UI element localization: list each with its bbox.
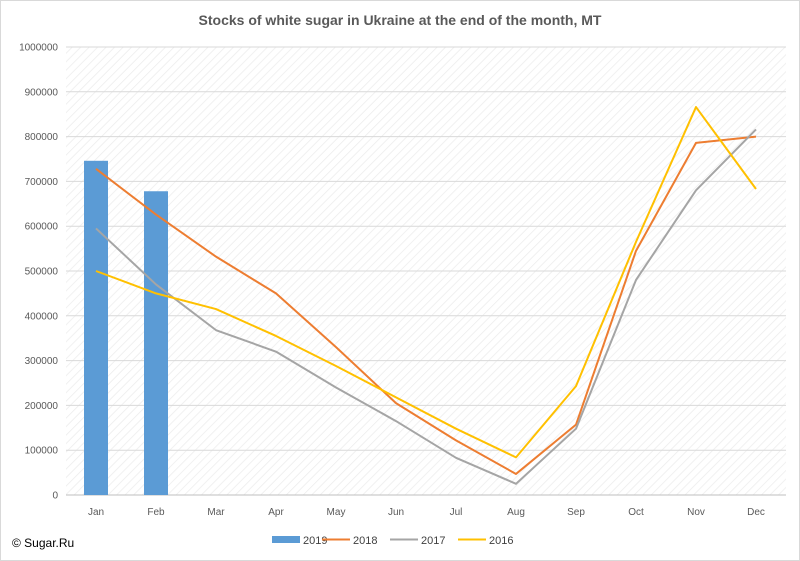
source-credit: © Sugar.Ru: [12, 536, 75, 550]
line-2018: [95, 135, 757, 475]
x-tick-label: Nov: [687, 507, 705, 518]
x-tick-label: Jul: [450, 507, 463, 518]
y-tick-label: 600000: [25, 222, 59, 233]
y-tick-label: 1000000: [19, 43, 58, 54]
legend-swatch-2019: [272, 536, 300, 543]
y-tick-label: 200000: [25, 401, 59, 412]
legend-label-2017: 2017: [421, 535, 445, 547]
legend-label-2018: 2018: [353, 535, 377, 547]
x-tick-label: Oct: [628, 507, 644, 518]
x-tick-label: Sep: [567, 507, 585, 518]
x-tick-label: Dec: [747, 507, 765, 518]
x-tick-label: Jan: [88, 507, 104, 518]
y-tick-label: 700000: [25, 177, 59, 188]
x-tick-label: Feb: [147, 507, 165, 518]
y-tick-label: 800000: [25, 132, 59, 143]
x-tick-label: May: [327, 507, 346, 518]
y-tick-label: 300000: [25, 356, 59, 367]
bar-2019-feb: [144, 191, 168, 496]
y-tick-label: 400000: [25, 311, 59, 322]
chart-title: Stocks of white sugar in Ukraine at the …: [198, 12, 602, 28]
x-tick-label: Aug: [507, 507, 525, 518]
legend-label-2019: 2019: [303, 535, 327, 547]
legend-label-2016: 2016: [489, 535, 513, 547]
line-2016: [95, 106, 757, 459]
y-tick-label: 900000: [25, 87, 59, 98]
x-tick-label: Mar: [207, 507, 225, 518]
bar-2019-jan: [84, 160, 108, 496]
x-tick-label: Jun: [388, 507, 404, 518]
y-tick-label: 100000: [25, 446, 59, 457]
x-tick-label: Apr: [268, 507, 284, 518]
line-2017: [95, 128, 757, 485]
y-tick-label: 500000: [25, 267, 59, 278]
y-tick-label: 0: [52, 491, 58, 502]
